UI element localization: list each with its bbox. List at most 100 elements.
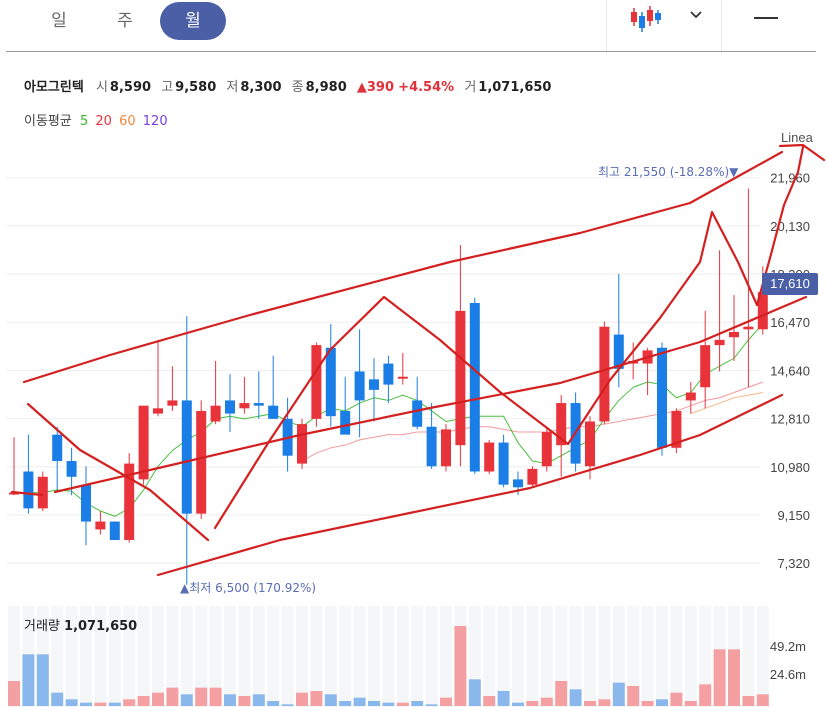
volume-bar	[80, 702, 92, 706]
volume-column-bg	[526, 606, 539, 707]
candle-body	[153, 408, 163, 414]
volume-column-bg	[152, 606, 164, 707]
moving-average-legend[interactable]: 이동평균 5 20 60 120	[24, 110, 171, 129]
volume-bar	[598, 699, 611, 706]
candle-body	[95, 521, 106, 530]
volume-bar	[152, 692, 164, 706]
trend-drawing-line	[382, 295, 570, 446]
volume-bar	[756, 694, 769, 706]
volume-column-bg	[756, 606, 769, 707]
volume-bar	[670, 692, 683, 706]
stock-name: 아모그린텍	[24, 80, 84, 95]
chevron-down-icon[interactable]	[686, 5, 706, 25]
volume-column-bg	[281, 606, 294, 707]
candle-body	[599, 326, 610, 422]
volume-column-bg	[425, 606, 438, 707]
price-axis-tick: 21,960	[770, 171, 810, 186]
candle-body	[757, 292, 768, 330]
volume-bar	[584, 701, 596, 706]
candle-body	[196, 410, 207, 514]
volume-column-bg	[65, 606, 78, 707]
candle-body	[714, 339, 725, 346]
change-percent: +4.54%	[398, 80, 455, 95]
candle-body	[253, 403, 264, 406]
close-value: 8,980	[305, 80, 347, 95]
volume-bar	[468, 679, 481, 706]
change-value: ▲390	[356, 80, 395, 95]
volume-bar	[713, 649, 726, 706]
volume-bar	[728, 649, 740, 706]
menu-icon[interactable]	[754, 6, 778, 28]
trend-drawing-line	[53, 295, 808, 494]
candle-body	[556, 403, 567, 446]
volume-column-bg	[51, 606, 64, 707]
price-axis-tick: 9,150	[777, 508, 810, 523]
volume-bar	[195, 687, 208, 706]
top-bar: 일 주 월	[0, 0, 826, 52]
open-label: 시	[95, 80, 108, 95]
volume-column-bg	[612, 606, 625, 707]
low-value: 8,300	[240, 80, 282, 95]
volume-bar	[742, 696, 755, 706]
candle-body	[52, 434, 63, 461]
volume-column-bg	[180, 606, 193, 707]
candle-body	[469, 302, 480, 472]
candle-body	[124, 463, 135, 540]
high-value: 9,580	[175, 80, 217, 95]
candle-body	[513, 479, 523, 488]
tab-day[interactable]: 일	[51, 11, 67, 31]
candle-body	[455, 310, 466, 446]
volume-bar	[353, 697, 366, 706]
candle-body	[700, 345, 711, 388]
volume-column-bg	[123, 606, 136, 707]
candlestick-icon[interactable]	[628, 4, 664, 34]
volume-bar	[627, 686, 640, 706]
toolbar-divider	[721, 0, 722, 52]
tab-month[interactable]: 월	[160, 2, 226, 40]
low-label: 저	[226, 80, 239, 95]
candle-body	[685, 392, 696, 401]
candle-body	[657, 347, 667, 448]
candle-body	[354, 371, 365, 401]
volume-column-bg	[411, 606, 424, 707]
volume-bar	[368, 701, 380, 706]
candle-body	[541, 432, 552, 467]
candle-body	[325, 347, 336, 417]
tab-week[interactable]: 주	[117, 11, 133, 31]
candle-body	[585, 421, 595, 467]
max-price-annotation: 최고 21,550 (-18.28%)▼	[598, 165, 739, 179]
volume-column-bg	[80, 606, 92, 707]
volume-bar	[65, 699, 78, 706]
volume-bar	[425, 704, 438, 706]
candle-body	[729, 331, 739, 338]
volume-column-bg	[353, 606, 366, 707]
volume-column-bg	[440, 606, 452, 707]
volume-chart[interactable]: 49.2m 24.6m	[0, 606, 826, 707]
volume-bar	[483, 696, 496, 706]
volume-value: 1,071,650	[478, 80, 552, 95]
volume-column-bg	[195, 606, 208, 707]
candle-body	[498, 442, 509, 485]
candle-body	[66, 460, 77, 477]
volume-column-bg	[670, 606, 683, 707]
volume-bar	[440, 697, 452, 706]
candle-body	[239, 403, 250, 409]
volume-panel-value: 1,071,650	[64, 619, 138, 634]
candle-body	[426, 426, 437, 467]
volume-column-bg	[742, 606, 755, 707]
candle-body	[671, 410, 682, 448]
volume-label: 거	[464, 80, 477, 95]
volume-bar	[396, 702, 409, 706]
ma20-line	[301, 381, 763, 462]
price-axis-tick: 14,640	[770, 363, 810, 378]
volume-bar	[526, 701, 539, 706]
volume-bar	[108, 702, 121, 706]
volume-bar	[569, 689, 582, 706]
price-chart[interactable]: 21,96020,13018,30016,47014,64012,81010,9…	[0, 120, 826, 606]
volume-bar	[382, 702, 395, 706]
candle-body	[167, 400, 178, 406]
quote-summary: 아모그린텍 시 8,590 고 9,580 저 8,300 종 8,980 ▲390 +…	[24, 76, 557, 98]
volume-column-bg	[684, 606, 697, 707]
volume-bar	[180, 694, 193, 706]
candle-body	[484, 442, 495, 472]
